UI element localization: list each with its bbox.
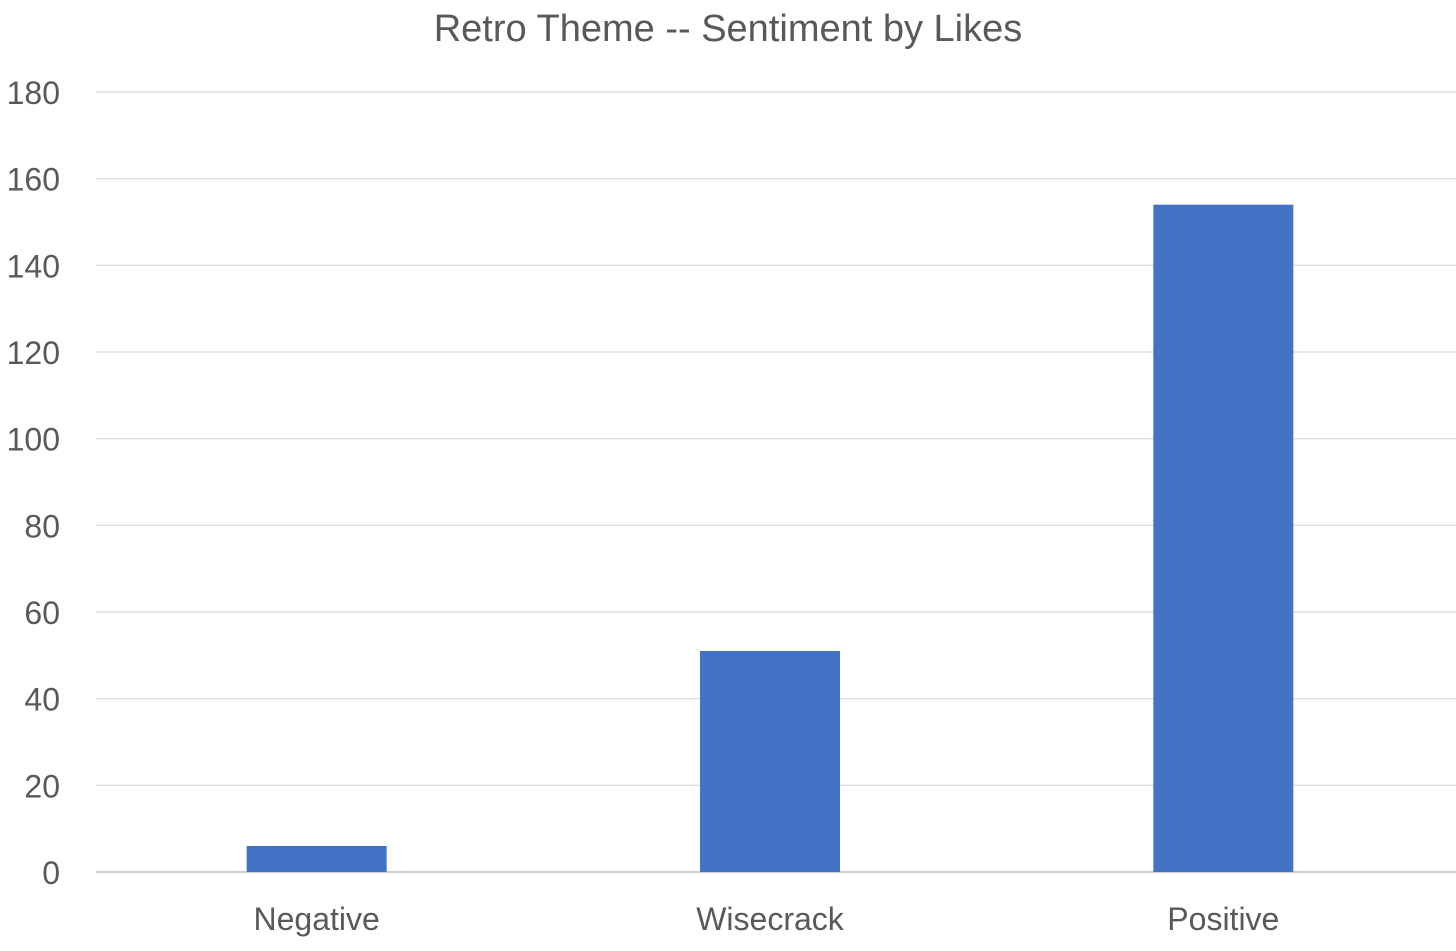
x-tick-label: Negative bbox=[254, 901, 380, 937]
y-axis-tick-labels: 0 20 40 60 80 100 120 140 160 180 bbox=[7, 75, 60, 891]
y-tick-label: 100 bbox=[7, 422, 60, 458]
y-tick-label: 160 bbox=[7, 162, 60, 198]
chart-title: Retro Theme -- Sentiment by Likes bbox=[433, 8, 1023, 50]
bar-positive bbox=[1153, 204, 1294, 872]
bars bbox=[246, 204, 1294, 872]
bar-wisecrack bbox=[700, 651, 840, 872]
x-axis-tick-labels: Negative Wisecrack Positive bbox=[254, 901, 1280, 937]
y-tick-label: 140 bbox=[7, 248, 60, 284]
gridlines bbox=[96, 91, 1456, 873]
bar-negative bbox=[246, 846, 387, 872]
y-tick-label: 20 bbox=[24, 768, 60, 804]
y-tick-label: 40 bbox=[24, 682, 60, 718]
y-tick-label: 120 bbox=[7, 335, 60, 371]
x-tick-label: Positive bbox=[1167, 901, 1279, 937]
y-tick-label: 180 bbox=[7, 75, 60, 111]
y-tick-label: 0 bbox=[42, 855, 60, 891]
x-tick-label: Wisecrack bbox=[696, 901, 845, 937]
y-tick-label: 80 bbox=[24, 508, 60, 544]
y-tick-label: 60 bbox=[24, 595, 60, 631]
